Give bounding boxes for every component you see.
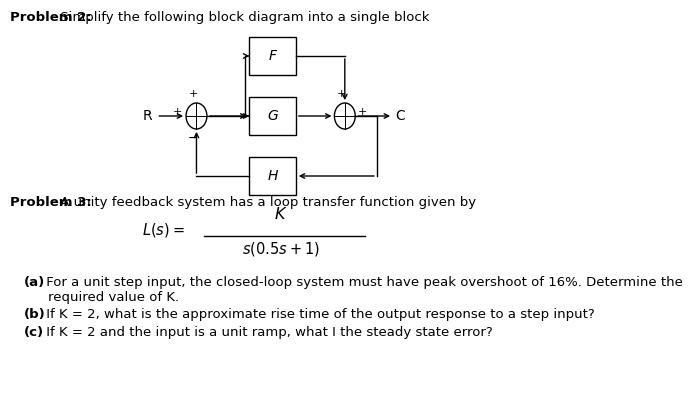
Bar [249,157,296,195]
Text: $s(0.5s + 1)$: $s(0.5s + 1)$ [241,240,320,258]
Text: C: C [395,109,405,123]
Text: +: + [188,89,198,99]
Text: Simplify the following block diagram into a single block: Simplify the following block diagram int… [56,11,430,24]
Text: Problem 3:: Problem 3: [10,196,92,209]
Text: R: R [143,109,153,123]
Bar [249,97,296,135]
Text: F: F [269,49,276,63]
Text: G: G [267,109,278,123]
Text: A unity feedback system has a loop transfer function given by: A unity feedback system has a loop trans… [56,196,476,209]
Text: $K$: $K$ [274,206,288,222]
Text: For a unit step input, the closed-loop system must have peak overshoot of 16%. D: For a unit step input, the closed-loop s… [42,276,682,289]
Text: (b): (b) [24,308,46,321]
Circle shape [186,103,207,129]
Text: −: − [188,132,199,145]
Circle shape [335,103,355,129]
Text: If K = 2 and the input is a unit ramp, what I the steady state error?: If K = 2 and the input is a unit ramp, w… [42,326,492,339]
Text: Problem 2:: Problem 2: [10,11,91,24]
Text: required value of K.: required value of K. [48,291,179,304]
Text: (a): (a) [24,276,46,289]
Bar [249,37,296,75]
Text: If K = 2, what is the approximate rise time of the output response to a step inp: If K = 2, what is the approximate rise t… [42,308,594,321]
Text: +: + [337,89,346,99]
Text: H: H [267,169,278,183]
Text: +: + [358,107,367,117]
Text: (c): (c) [24,326,44,339]
Text: +: + [173,107,182,117]
Text: $L(s) =$: $L(s) =$ [142,221,184,239]
